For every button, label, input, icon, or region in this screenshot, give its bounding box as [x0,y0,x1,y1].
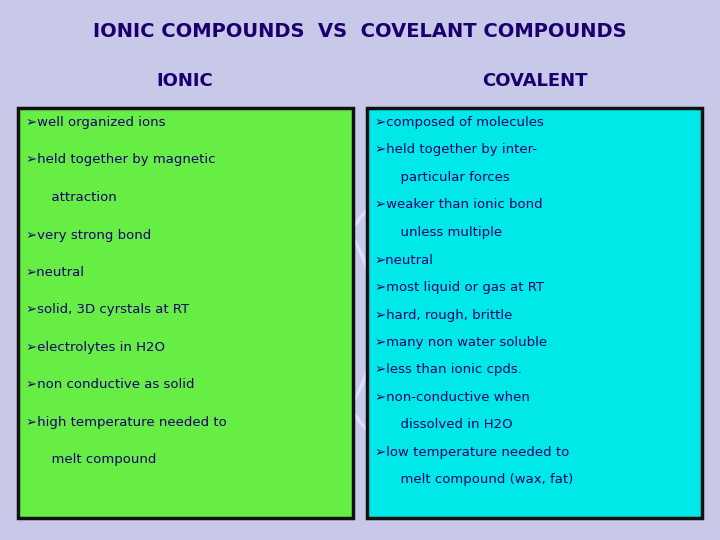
Text: ➢low temperature needed to: ➢low temperature needed to [375,446,570,459]
Text: IONIC: IONIC [157,72,213,90]
Text: ➢weaker than ionic bond: ➢weaker than ionic bond [375,199,543,212]
Text: ➢less than ionic cpds.: ➢less than ionic cpds. [375,363,522,376]
Text: ➢well organized ions: ➢well organized ions [26,116,166,129]
Text: ➢electrolytes in H2O: ➢electrolytes in H2O [26,341,165,354]
Text: ➢non conductive as solid: ➢non conductive as solid [26,379,194,392]
Text: ➢very strong bond: ➢very strong bond [26,228,151,241]
Text: ➢neutral: ➢neutral [375,253,434,267]
Text: ➢most liquid or gas at RT: ➢most liquid or gas at RT [375,281,544,294]
Text: melt compound: melt compound [26,454,156,467]
Text: ➢many non water soluble: ➢many non water soluble [375,336,547,349]
Text: dissolved in H2O: dissolved in H2O [375,418,513,431]
Text: ➢non-conductive when: ➢non-conductive when [375,391,530,404]
FancyBboxPatch shape [367,108,702,518]
Text: IONIC COMPOUNDS  VS  COVELANT COMPOUNDS: IONIC COMPOUNDS VS COVELANT COMPOUNDS [93,22,627,41]
Text: unless multiple: unless multiple [375,226,502,239]
Text: ➢held together by magnetic: ➢held together by magnetic [26,153,215,166]
Text: ➢composed of molecules: ➢composed of molecules [375,116,544,129]
Text: attraction: attraction [26,191,117,204]
Text: melt compound (wax, fat): melt compound (wax, fat) [375,474,573,487]
Text: ➢high temperature needed to: ➢high temperature needed to [26,416,227,429]
Text: ➢held together by inter-: ➢held together by inter- [375,144,537,157]
Text: ➢solid, 3D cyrstals at RT: ➢solid, 3D cyrstals at RT [26,303,189,316]
Text: COVALENT: COVALENT [482,72,588,90]
Text: ➢hard, rough, brittle: ➢hard, rough, brittle [375,308,513,321]
Text: particular forces: particular forces [375,171,510,184]
FancyBboxPatch shape [18,108,353,518]
Text: ➢neutral: ➢neutral [26,266,85,279]
